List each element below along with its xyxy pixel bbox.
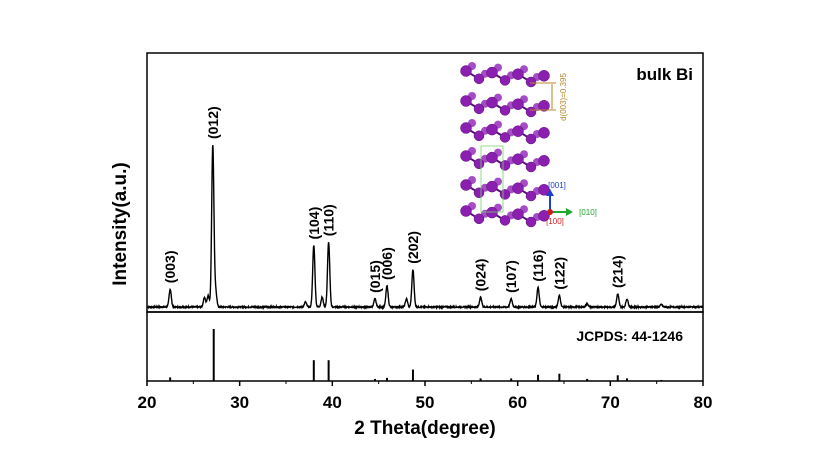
bi-atom: [499, 132, 511, 143]
bi-atom: [512, 125, 524, 137]
bi-atom: [525, 161, 537, 173]
reference-label: JCPDS: 44-1246: [576, 328, 683, 344]
peak-label: (015): [367, 260, 383, 293]
peak-label: (006): [379, 247, 395, 280]
bi-atom: [525, 216, 537, 228]
bi-atom: [512, 98, 524, 110]
bi-atom: [486, 66, 498, 79]
bi-atom: [486, 123, 498, 136]
x-axis-title: 2 Theta(degree): [354, 418, 495, 439]
peak-label: (003): [162, 250, 178, 283]
bi-atom: [460, 179, 472, 191]
peak-label: (122): [551, 257, 567, 290]
peak-label: (202): [405, 231, 421, 264]
bi-atom: [473, 213, 485, 225]
bi-atom: [512, 182, 524, 194]
unit-cell-outline: [480, 145, 504, 213]
peak-label: (104): [306, 207, 322, 240]
bi-atom: [538, 70, 550, 82]
xrd-pattern-line: [146, 144, 704, 311]
peak-labels: (003) (012) (104)(110) (015)(006) (202) (024)…: [162, 106, 626, 293]
bi-atom: [460, 150, 472, 162]
bi-atom: [538, 127, 550, 139]
peak-label: (012): [205, 106, 221, 139]
x-tick-label: 20: [138, 393, 157, 412]
bi-atom: [473, 187, 485, 199]
x-ticks: 20 30 40 50 60 70 80: [138, 381, 713, 412]
bi-atom: [473, 130, 485, 142]
bi-atom: [538, 210, 550, 222]
bi-atom: [473, 158, 485, 170]
bi-atom: [499, 215, 511, 226]
x-tick-label: 50: [416, 393, 435, 412]
bi-atom: [512, 208, 524, 220]
crystal-structure-inset: d(003)=0.395 [001] [010] [100]: [460, 62, 597, 228]
bi-atom: [460, 122, 472, 134]
lower-panel-frame: [146, 311, 704, 382]
x-tick-label: 30: [230, 393, 249, 412]
bi-atom: [486, 206, 498, 219]
bi-atom: [460, 205, 472, 217]
peak-label: (110): [321, 204, 337, 236]
bi-atom: [486, 180, 498, 193]
axis-010-arrowhead: [566, 208, 573, 216]
sample-label: bulk Bi: [636, 65, 693, 84]
bi-atom: [499, 105, 511, 116]
reference-lines: [169, 329, 663, 381]
x-tick-label: 60: [508, 393, 527, 412]
bi-atom: [538, 155, 550, 167]
x-tick-label: 80: [694, 393, 713, 412]
y-axis-title: Intensity(a.u.): [110, 162, 131, 286]
bi-atom: [460, 95, 472, 107]
bi-atom: [473, 73, 485, 85]
bi-atom: [486, 96, 498, 109]
axis-100-label: [100]: [546, 217, 564, 226]
peak-label: (107): [503, 260, 519, 293]
axis-001-label: [001]: [548, 181, 566, 190]
x-tick-label: 40: [323, 393, 342, 412]
bi-atom: [512, 153, 524, 165]
x-tick-label: 70: [601, 393, 620, 412]
peak-label: (116): [530, 250, 546, 282]
peak-label: (024): [473, 259, 489, 292]
bi-atom: [486, 151, 498, 164]
bi-atom: [512, 68, 524, 80]
bi-atom: [538, 100, 550, 112]
d-spacing-label: d(003)=0.395: [559, 73, 568, 121]
axis-001-arrowhead: [546, 189, 554, 196]
bi-atom: [525, 106, 537, 118]
bi-atom: [525, 190, 537, 202]
bi-atom: [460, 65, 472, 77]
bi-atom: [525, 76, 537, 88]
inset-atoms: [460, 62, 550, 228]
axis-010-label: [010]: [579, 208, 597, 217]
bi-atom: [499, 75, 511, 86]
peak-label: (214): [610, 255, 626, 288]
bi-atom: [499, 160, 511, 171]
bi-atom: [499, 189, 511, 200]
axis-100-dot: [547, 209, 553, 215]
bi-atom: [473, 103, 485, 115]
bi-atom: [538, 184, 550, 196]
bi-atom: [525, 133, 537, 145]
